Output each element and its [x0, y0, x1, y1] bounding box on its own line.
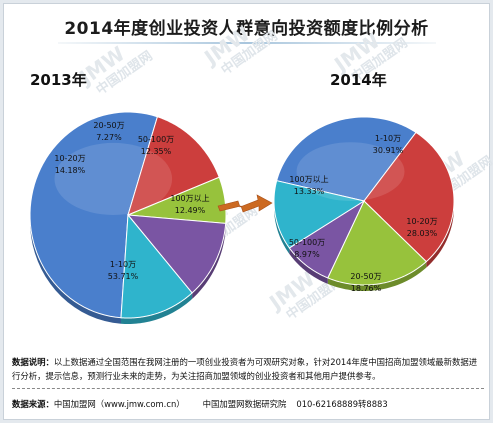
slice-value: 8.97%: [294, 250, 320, 259]
slice-value: 12.35%: [141, 147, 172, 156]
slice-value: 12.49%: [175, 206, 206, 215]
growth-arrow: [217, 194, 273, 213]
slice-10-20万: [363, 131, 455, 263]
pie-1: 1-10万 30.91% 10-20万 28.03% 20-50万 18.76% 50-10…: [273, 71, 455, 293]
data-note: 数据说明：以上数据通过全国范围在我网注册的一项创业投资者为可观研究对象，针对20…: [12, 355, 484, 383]
pie-year-label: 2014年: [330, 71, 387, 89]
data-source: 数据来源：中国加盟网（www.jmw.com.cn） 中国加盟网数据研究院 010-…: [12, 398, 484, 410]
slice-1-10万: [29, 111, 159, 319]
slice-label: 50-100万: [289, 238, 325, 247]
dashed-separator: [12, 388, 484, 389]
slice-label: 100万以上: [170, 194, 209, 203]
slice-side: [120, 292, 193, 324]
pie-highlight: [296, 142, 405, 202]
slice-value: 28.03%: [407, 229, 438, 238]
slice-label: 1-10万: [375, 134, 401, 143]
slice-10-20万: [127, 116, 220, 216]
slice-value: 30.91%: [373, 146, 404, 155]
slice-label: 50-100万: [138, 135, 174, 144]
slice-100万以上: [120, 213, 193, 319]
note-label: 数据说明：: [12, 357, 54, 367]
slice-side: [327, 261, 427, 291]
slice-20-50万: [127, 176, 227, 224]
slice-100万以上: [273, 180, 366, 249]
slice-label: 10-20万: [406, 217, 437, 226]
pies-layer: 1-10万 53.71% 10-20万 14.18% 20-50万 7.27% 50-100…: [29, 71, 455, 324]
slice-value: 18.76%: [351, 284, 382, 293]
slice-value: 13.33%: [294, 187, 325, 196]
slice-side: [192, 223, 226, 299]
slice-50-100万: [126, 214, 227, 294]
source-label: 数据来源：: [12, 399, 54, 409]
slice-label: 10-20万: [54, 154, 85, 163]
source-institute: 中国加盟网数据研究院: [202, 399, 287, 409]
source-phone: 010-62168889转8883: [296, 399, 388, 409]
note-text: 以上数据通过全国范围在我网注册的一项创业投资者为可观研究对象，针对2014年度中…: [12, 357, 478, 381]
chart-title: 2014年度创业投资人群意向投资额度比例分析: [64, 19, 429, 39]
pie-0: 1-10万 53.71% 10-20万 14.18% 20-50万 7.27% 50-100…: [29, 71, 227, 324]
slice-value: 7.27%: [96, 133, 122, 142]
slice-label: 20-50万: [93, 121, 124, 130]
pie-highlight: [54, 142, 173, 215]
source-site: 中国加盟网（www.jmw.com.cn）: [53, 399, 185, 409]
slice-side: [289, 247, 328, 284]
slice-20-50万: [327, 200, 428, 286]
slice-value: 14.18%: [55, 166, 86, 175]
slice-label: 100万以上: [289, 175, 328, 184]
title-underline: [58, 42, 436, 44]
slice-label: 20-50万: [350, 272, 381, 281]
pie-year-label: 2013年: [30, 71, 87, 89]
slice-label: 1-10万: [110, 260, 136, 269]
slice-value: 53.71%: [108, 272, 139, 281]
slice-1-10万: [276, 116, 417, 202]
slice-50-100万: [288, 199, 366, 279]
